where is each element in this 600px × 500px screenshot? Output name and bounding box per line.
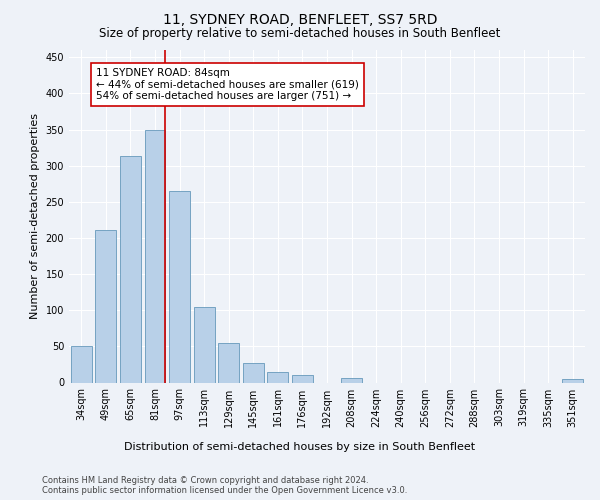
Text: Distribution of semi-detached houses by size in South Benfleet: Distribution of semi-detached houses by … (124, 442, 476, 452)
Bar (71, 346, 92, 383)
Y-axis label: Number of semi-detached properties: Number of semi-detached properties (30, 114, 40, 320)
Bar (95, 230, 116, 382)
Bar (268, 372, 289, 382)
Text: Contains HM Land Registry data © Crown copyright and database right 2024.
Contai: Contains HM Land Registry data © Crown c… (42, 476, 407, 495)
Bar (120, 156, 141, 382)
Bar (145, 130, 166, 382)
Bar (292, 374, 313, 382)
Text: 11, SYDNEY ROAD, BENFLEET, SS7 5RD: 11, SYDNEY ROAD, BENFLEET, SS7 5RD (163, 12, 437, 26)
Bar (243, 363, 264, 382)
Bar (169, 191, 190, 382)
Bar (341, 378, 362, 382)
Bar (562, 379, 583, 382)
Text: Size of property relative to semi-detached houses in South Benfleet: Size of property relative to semi-detach… (100, 28, 500, 40)
Bar (218, 342, 239, 382)
Bar (194, 306, 215, 382)
Text: 11 SYDNEY ROAD: 84sqm
← 44% of semi-detached houses are smaller (619)
54% of sem: 11 SYDNEY ROAD: 84sqm ← 44% of semi-deta… (96, 68, 359, 102)
